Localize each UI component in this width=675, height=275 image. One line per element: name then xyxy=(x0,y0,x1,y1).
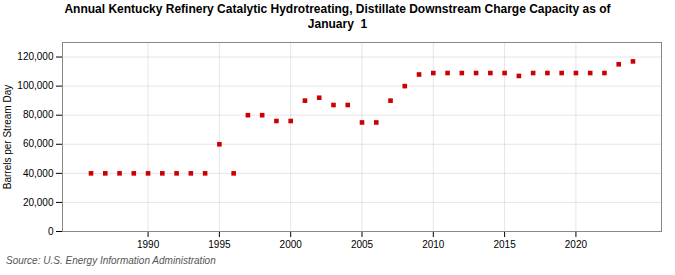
svg-text:120,000: 120,000 xyxy=(17,51,54,62)
svg-text:2010: 2010 xyxy=(422,239,445,250)
svg-text:Barrels per Stream Day: Barrels per Stream Day xyxy=(2,85,13,189)
svg-text:60,000: 60,000 xyxy=(23,138,54,149)
svg-text:1995: 1995 xyxy=(208,239,231,250)
svg-text:2015: 2015 xyxy=(493,239,516,250)
svg-text:1990: 1990 xyxy=(137,239,160,250)
html-text:Annual Kentucky Refinery Catal: Annual Kentucky Refinery Catalytic Hydro… xyxy=(64,2,611,31)
svg-text:2000: 2000 xyxy=(280,239,303,250)
svg-text:100,000: 100,000 xyxy=(17,80,54,91)
svg-text:2020: 2020 xyxy=(565,239,588,250)
html-text:Source: U.S. Energy Informatio: Source: U.S. Energy Information Administ… xyxy=(6,255,216,266)
svg-text:40,000: 40,000 xyxy=(23,168,54,179)
svg-text:80,000: 80,000 xyxy=(23,109,54,120)
svg-text:2005: 2005 xyxy=(351,239,374,250)
svg-text:20,000: 20,000 xyxy=(23,197,54,208)
svg-text:0: 0 xyxy=(48,226,54,237)
